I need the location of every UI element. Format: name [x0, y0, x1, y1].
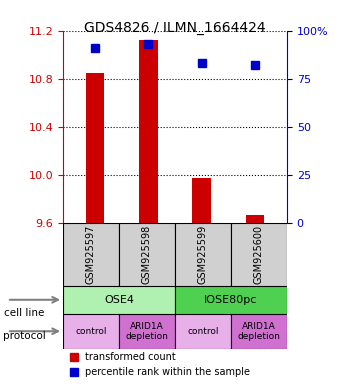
Text: GSM925598: GSM925598 [142, 225, 152, 284]
FancyBboxPatch shape [231, 223, 287, 286]
Text: GSM925597: GSM925597 [86, 225, 96, 284]
Text: control: control [187, 327, 219, 336]
Text: OSE4: OSE4 [104, 295, 134, 305]
Text: GSM925599: GSM925599 [198, 225, 208, 284]
FancyBboxPatch shape [119, 314, 175, 349]
Text: cell line: cell line [4, 308, 44, 318]
FancyBboxPatch shape [231, 314, 287, 349]
Bar [139, 40, 158, 223]
FancyBboxPatch shape [63, 314, 119, 349]
Text: protocol: protocol [4, 331, 46, 341]
Text: percentile rank within the sample: percentile rank within the sample [85, 367, 250, 377]
Bar [193, 179, 211, 223]
FancyBboxPatch shape [175, 314, 231, 349]
Text: ARID1A
depletion: ARID1A depletion [126, 321, 168, 341]
FancyBboxPatch shape [175, 286, 287, 314]
FancyBboxPatch shape [175, 223, 231, 286]
FancyBboxPatch shape [63, 286, 175, 314]
Bar [246, 215, 264, 223]
Text: GDS4826 / ILMN_1664424: GDS4826 / ILMN_1664424 [84, 21, 266, 35]
Bar [86, 73, 104, 223]
Text: IOSE80pc: IOSE80pc [204, 295, 258, 305]
Text: transformed count: transformed count [85, 352, 176, 362]
FancyBboxPatch shape [119, 223, 175, 286]
Text: ARID1A
depletion: ARID1A depletion [238, 321, 280, 341]
FancyBboxPatch shape [63, 223, 119, 286]
Text: GSM925600: GSM925600 [254, 225, 264, 284]
Text: control: control [75, 327, 107, 336]
